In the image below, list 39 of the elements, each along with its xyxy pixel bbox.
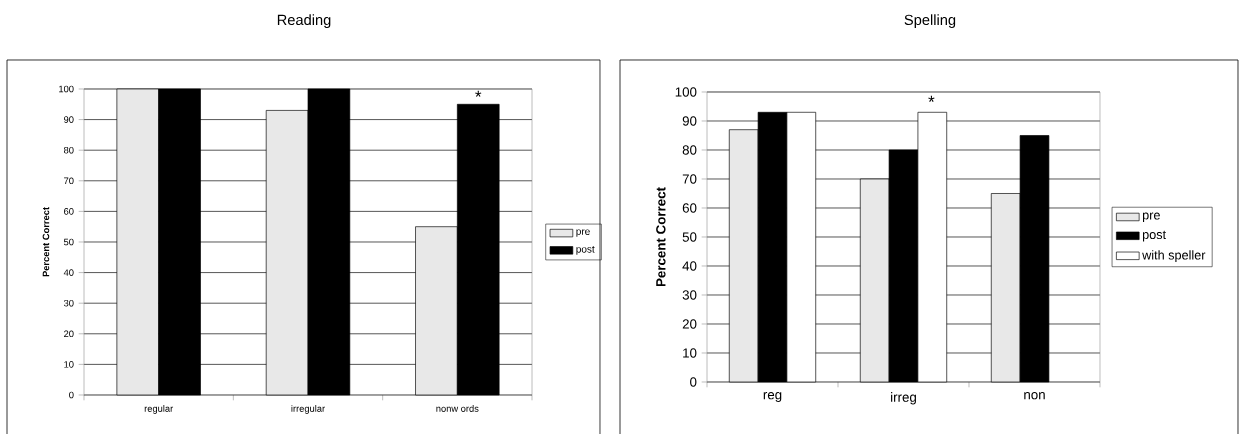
x-tick-label: non bbox=[1024, 392, 1045, 400]
y-tick-label: 30 bbox=[63, 299, 74, 307]
legend-label: post bbox=[576, 246, 595, 255]
x-tick-label: nonw ords bbox=[436, 405, 479, 412]
y-tick-label: 40 bbox=[63, 269, 74, 276]
y-tick-label: 90 bbox=[64, 116, 74, 123]
y-tick-label: 100 bbox=[59, 85, 74, 93]
y-tick-label: 80 bbox=[63, 146, 74, 154]
y-tick-label: 10 bbox=[683, 348, 697, 358]
x-tick-label: regular bbox=[144, 405, 174, 414]
y-tick-label: 90 bbox=[682, 116, 697, 126]
y-axis-title: Percent Correct bbox=[42, 207, 50, 277]
y-tick-label: 60 bbox=[682, 203, 697, 213]
y-tick-label: 80 bbox=[682, 145, 697, 155]
y-tick-label: 50 bbox=[682, 232, 697, 242]
y-tick-label: 70 bbox=[682, 174, 697, 184]
legend-label: pre bbox=[1142, 212, 1160, 223]
legend-label: with speller bbox=[1142, 250, 1206, 263]
y-tick-label: 20 bbox=[64, 330, 74, 338]
y-tick-label: 50 bbox=[63, 238, 74, 246]
legend-label: post bbox=[1142, 230, 1166, 242]
x-tick-label: irreg bbox=[891, 392, 916, 405]
y-tick-label: 40 bbox=[682, 261, 697, 271]
legend-label: pre bbox=[576, 229, 590, 237]
x-tick-label: reg bbox=[763, 392, 782, 402]
y-tick-label: 20 bbox=[682, 319, 697, 329]
y-axis-title: Percent Correct bbox=[656, 187, 666, 287]
y-tick-label: 10 bbox=[64, 361, 74, 368]
chart-title: Reading bbox=[277, 14, 331, 28]
chart-title: Spelling bbox=[904, 14, 956, 28]
y-tick-label: 30 bbox=[682, 290, 697, 300]
y-tick-label: 100 bbox=[675, 87, 697, 97]
annotation: * bbox=[928, 95, 935, 102]
x-tick-label: irregular bbox=[291, 405, 325, 414]
annotation: * bbox=[475, 90, 482, 97]
y-tick-label: 60 bbox=[64, 208, 74, 215]
y-tick-label: 70 bbox=[64, 177, 74, 185]
y-tick-label: 0 bbox=[69, 391, 74, 399]
y-tick-label: 0 bbox=[690, 377, 697, 387]
